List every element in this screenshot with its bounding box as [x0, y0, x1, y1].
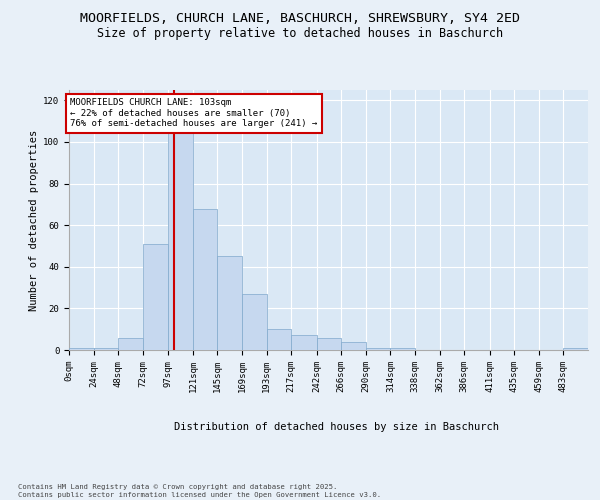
Bar	[341, 342, 366, 350]
Text: Distribution of detached houses by size in Baschurch: Distribution of detached houses by size …	[173, 422, 499, 432]
Bar	[366, 348, 391, 350]
Text: MOORFIELDS, CHURCH LANE, BASCHURCH, SHREWSBURY, SY4 2ED: MOORFIELDS, CHURCH LANE, BASCHURCH, SHRE…	[80, 12, 520, 26]
Bar	[217, 256, 242, 350]
Bar	[291, 336, 317, 350]
Bar	[168, 117, 193, 350]
Text: MOORFIELDS CHURCH LANE: 103sqm
← 22% of detached houses are smaller (70)
76% of : MOORFIELDS CHURCH LANE: 103sqm ← 22% of …	[70, 98, 317, 128]
Bar	[69, 348, 94, 350]
Bar	[391, 348, 415, 350]
Text: Size of property relative to detached houses in Baschurch: Size of property relative to detached ho…	[97, 28, 503, 40]
Bar	[317, 338, 341, 350]
Bar	[193, 208, 217, 350]
Bar	[266, 329, 291, 350]
Text: Contains HM Land Registry data © Crown copyright and database right 2025.
Contai: Contains HM Land Registry data © Crown c…	[18, 484, 381, 498]
Y-axis label: Number of detached properties: Number of detached properties	[29, 130, 39, 310]
Bar	[143, 244, 168, 350]
Bar	[94, 348, 118, 350]
Bar	[242, 294, 266, 350]
Bar	[118, 338, 143, 350]
Bar	[563, 348, 588, 350]
